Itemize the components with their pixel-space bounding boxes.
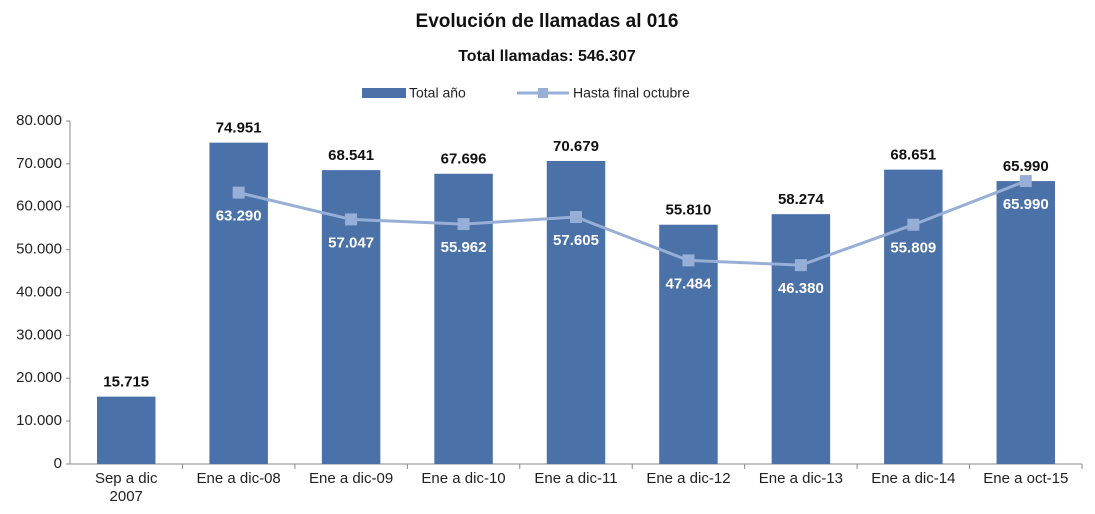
legend-label: Hasta final octubre xyxy=(573,85,690,101)
chart-subtitle: Total llamadas: 546.307 xyxy=(458,48,636,65)
x-tick-label: Ene a dic-14 xyxy=(871,470,956,487)
y-tick-label: 30.000 xyxy=(16,326,62,343)
x-tick-label: Sep a dic 2007 xyxy=(94,470,158,505)
x-tick-label: Ene a dic-13 xyxy=(758,470,843,487)
data-label: 15.715 xyxy=(103,374,149,391)
line-marker xyxy=(794,259,807,272)
line-marker xyxy=(457,218,470,231)
x-tick-label: Ene a dic-11 xyxy=(534,470,618,487)
y-tick-label: 70.000 xyxy=(16,155,62,172)
data-label: 46.380 xyxy=(778,280,824,297)
chart-title: Evolución de llamadas al 016 xyxy=(416,11,679,32)
legend-swatch xyxy=(362,88,406,98)
x-tick-label: Ene a dic-12 xyxy=(646,470,731,487)
y-tick-label: 80.000 xyxy=(16,112,62,129)
bar xyxy=(884,169,943,464)
y-tick-label: 50.000 xyxy=(16,241,62,258)
y-tick-label: 20.000 xyxy=(16,369,62,386)
line-marker xyxy=(1019,175,1032,188)
line xyxy=(238,179,1027,267)
data-label: 74.951 xyxy=(216,120,262,137)
legend-label: Total año xyxy=(409,85,466,101)
x-tick-label: Ene a dic-10 xyxy=(421,470,506,487)
x-tick-label: Ene a dic-09 xyxy=(308,470,394,487)
bar xyxy=(996,181,1056,464)
bar xyxy=(546,160,606,464)
x-tick-label: Ene a oct-15 xyxy=(983,470,1069,487)
data-label: 55.809 xyxy=(890,240,936,257)
line-marker xyxy=(345,213,358,226)
data-label: 65.990 xyxy=(1003,158,1049,175)
data-label: 58.274 xyxy=(778,191,825,208)
data-label: 57.605 xyxy=(553,232,599,249)
line-marker xyxy=(570,211,582,224)
data-label: 47.484 xyxy=(665,275,712,292)
bar xyxy=(771,214,831,464)
y-tick-label: 40.000 xyxy=(16,283,62,300)
line-marker xyxy=(907,218,920,231)
data-label: 68.541 xyxy=(328,147,374,164)
y-tick-label: 10.000 xyxy=(16,412,62,429)
data-label: 65.990 xyxy=(1003,196,1049,213)
line-marker xyxy=(232,186,245,199)
bar xyxy=(96,396,156,464)
data-label: 63.290 xyxy=(216,208,262,225)
data-label: 55.810 xyxy=(665,202,711,219)
bar xyxy=(434,173,493,464)
data-label: 57.047 xyxy=(328,234,374,251)
y-tick-label: 60.000 xyxy=(16,198,62,215)
legend-marker xyxy=(538,88,548,98)
data-label: 68.651 xyxy=(890,147,936,164)
data-label: 67.696 xyxy=(441,151,487,168)
data-label: 55.962 xyxy=(441,239,487,256)
data-label: 70.679 xyxy=(553,138,599,155)
x-tick-label: Ene a dic-08 xyxy=(196,470,281,487)
y-tick-label: 0 xyxy=(54,455,62,472)
line-marker xyxy=(682,254,695,267)
